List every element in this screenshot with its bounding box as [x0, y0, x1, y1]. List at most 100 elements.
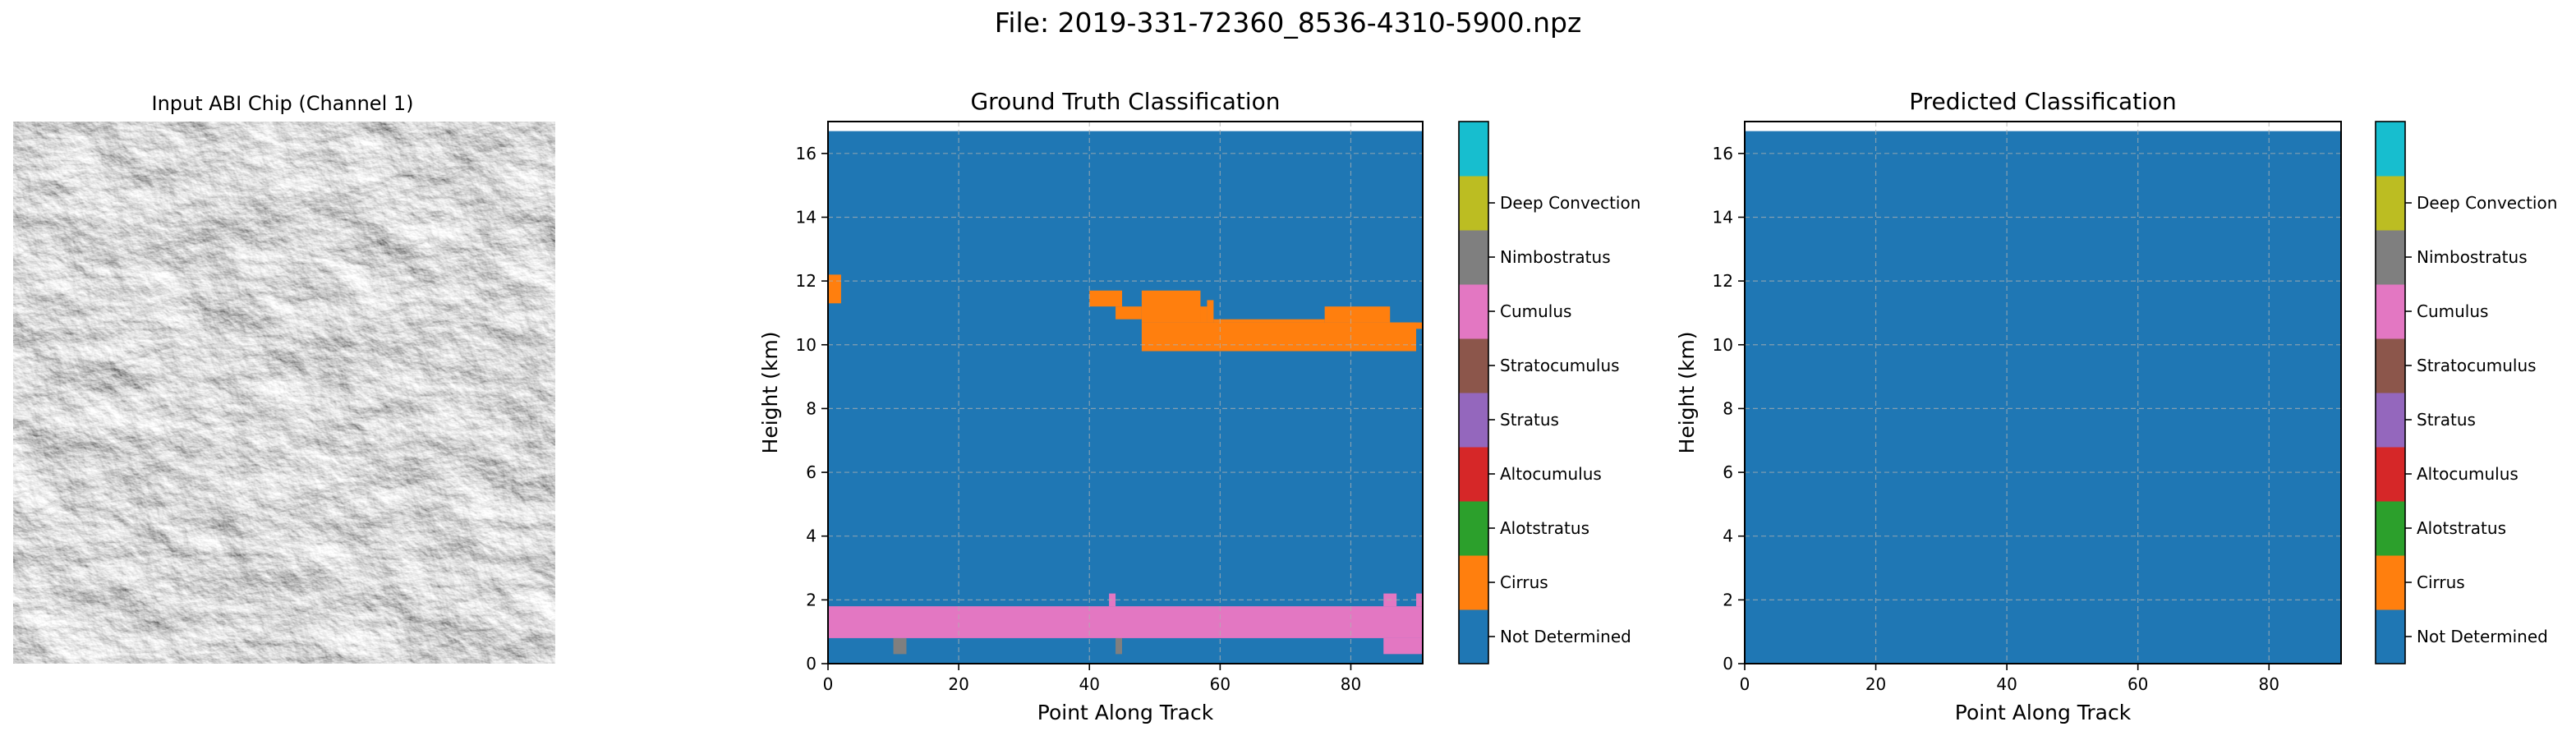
heatmap-cell	[1141, 322, 1417, 352]
colorbar-label: Cirrus	[2417, 572, 2465, 592]
y-axis-label: Height (km)	[1675, 332, 1699, 454]
heatmap-cell	[828, 606, 1423, 638]
heatmap-cell	[1109, 593, 1116, 607]
colorbar-frame	[2375, 121, 2406, 664]
colorbar-label: Nimbostratus	[1500, 247, 1611, 267]
colorbar-segment	[1459, 393, 1488, 448]
x-tick-label: 40	[1996, 674, 2017, 694]
colorbar-segment	[1459, 122, 1488, 177]
colorbar-segment	[2376, 393, 2405, 448]
colorbar-label: Not Determined	[2417, 627, 2548, 646]
colorbar-label: Stratus	[2417, 410, 2476, 430]
colorbar-label: Deep Convection	[2417, 193, 2557, 213]
y-tick-label: 16	[1713, 144, 1733, 163]
colorbar-frame	[1458, 121, 1489, 664]
colorbar-segment	[1459, 284, 1488, 339]
x-tick-label: 80	[1341, 674, 1361, 694]
heatmap-background	[828, 131, 1423, 664]
heatmap-cell	[1200, 306, 1208, 323]
colorbar-segment	[2376, 447, 2405, 502]
colorbar-label: Not Determined	[1500, 627, 1631, 646]
y-tick-label: 10	[796, 335, 816, 355]
colorbar-segment	[2376, 501, 2405, 556]
colorbar-segment	[2376, 122, 2405, 177]
colorbar-label: Nimbostratus	[2417, 247, 2528, 267]
x-tick-label: 0	[1740, 674, 1750, 694]
x-tick-label: 80	[2259, 674, 2279, 694]
colorbar-segment	[1459, 230, 1488, 285]
heatmap-cell	[1089, 290, 1123, 307]
y-tick-label: 2	[1723, 590, 1733, 609]
y-tick-label: 0	[806, 654, 816, 674]
colorbar-label: Altocumulus	[2417, 464, 2518, 484]
plot-frame	[827, 121, 1424, 664]
colorbar-label: Stratus	[1500, 410, 1559, 430]
input-chip-title: Input ABI Chip (Channel 1)	[151, 92, 413, 115]
colorbar-segment	[1459, 338, 1488, 393]
colorbar-label: Cumulus	[2417, 301, 2488, 321]
x-tick-label: 0	[823, 674, 834, 694]
y-tick-label: 14	[796, 207, 816, 227]
figure-title: File: 2019-331-72360_8536-4310-5900.npz	[994, 7, 1582, 39]
heatmap-cell	[1116, 306, 1142, 320]
colorbar-segment	[1459, 609, 1488, 664]
input-chip-image	[13, 122, 555, 664]
y-tick-label: 12	[796, 271, 816, 291]
heatmap-cell	[1324, 306, 1391, 323]
colorbar-segment	[2376, 609, 2405, 664]
ground-truth-panel: 0 20 40 60 80 0 2 4 6 8 10 12 14 16 Ground Truth Class…	[758, 88, 1424, 724]
colorbar-segment	[2376, 284, 2405, 339]
colorbar-segment	[2376, 176, 2405, 231]
colorbar-label: Cumulus	[1500, 301, 1571, 321]
heatmap-background	[1745, 131, 2341, 664]
colorbar-segment	[2376, 230, 2405, 285]
y-tick-label: 10	[1713, 335, 1733, 355]
colorbar-segment	[1459, 176, 1488, 231]
x-tick-label: 60	[1210, 674, 1230, 694]
heatmap-cell	[893, 637, 907, 655]
y-tick-label: 0	[1723, 654, 1733, 674]
colorbar-segment	[2376, 555, 2405, 610]
y-tick-label: 8	[1723, 398, 1733, 418]
colorbar-label: Alotstratus	[2417, 518, 2506, 538]
plot-frame	[1744, 121, 2342, 664]
colorbar-label: Stratocumulus	[2417, 356, 2537, 375]
y-tick-label: 12	[1713, 271, 1733, 291]
heatmap-cell	[1383, 637, 1423, 655]
y-tick-label: 4	[1723, 526, 1733, 546]
heatmap-cell	[1141, 290, 1201, 323]
predicted-colorbar: Not Determined Cirrus Alotstratus Altocumul…	[2375, 121, 2557, 664]
heatmap-cell	[1116, 637, 1123, 655]
x-axis-label: Point Along Track	[1955, 701, 2132, 724]
predicted-panel: 0 20 40 60 80 0 2 4 6 8 10 12 14 16 Predicted Classifi…	[1675, 88, 2342, 724]
y-tick-label: 6	[806, 462, 816, 482]
x-tick-label: 20	[948, 674, 968, 694]
colorbar-segment	[1459, 555, 1488, 610]
heatmap-cell	[1213, 319, 1325, 323]
chart-title: Predicted Classification	[1909, 88, 2177, 115]
heatmap-cell	[1207, 300, 1214, 323]
ground-truth-colorbar: Not Determined Cirrus Alotstratus Altocumul…	[1458, 121, 1640, 664]
x-axis-label: Point Along Track	[1037, 701, 1214, 724]
y-tick-label: 8	[806, 398, 816, 418]
y-axis-label: Height (km)	[758, 332, 782, 454]
y-tick-label: 2	[806, 590, 816, 609]
y-tick-label: 16	[796, 144, 816, 163]
colorbar-label: Deep Convection	[1500, 193, 1640, 213]
y-tick-label: 4	[806, 526, 816, 546]
y-tick-label: 14	[1713, 207, 1733, 227]
colorbar-segment	[1459, 447, 1488, 502]
colorbar-label: Alotstratus	[1500, 518, 1589, 538]
colorbar-label: Cirrus	[1500, 572, 1548, 592]
y-tick-label: 6	[1723, 462, 1733, 482]
x-tick-label: 20	[1865, 674, 1886, 694]
x-tick-label: 40	[1079, 674, 1100, 694]
chart-title: Ground Truth Classification	[970, 88, 1280, 115]
heatmap-cell	[828, 274, 841, 304]
colorbar-segment	[2376, 338, 2405, 393]
input-chip-panel: Input ABI Chip (Channel 1)	[13, 92, 555, 664]
colorbar-label: Stratocumulus	[1500, 356, 1620, 375]
colorbar-segment	[1459, 501, 1488, 556]
